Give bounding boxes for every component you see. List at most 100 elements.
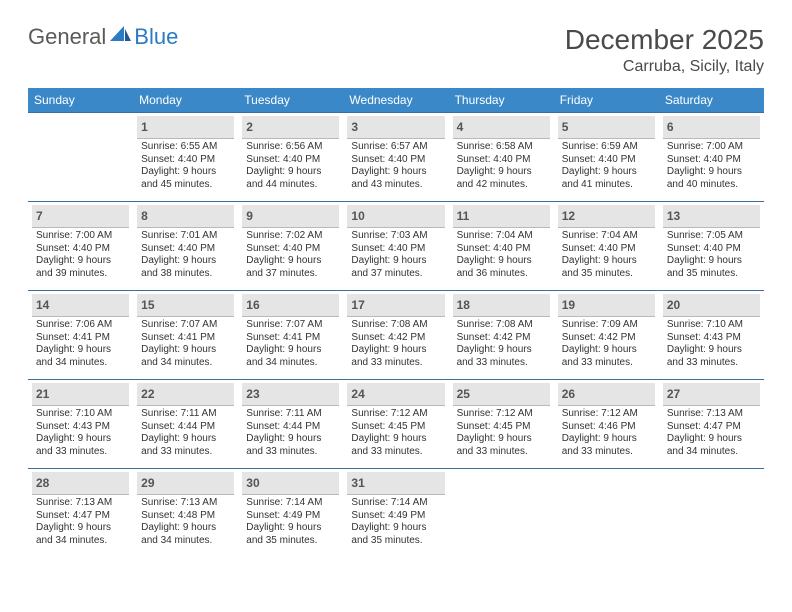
daylight-line: Daylight: 9 hours and 34 minutes. bbox=[667, 433, 756, 458]
daylight-line: Daylight: 9 hours and 34 minutes. bbox=[36, 344, 125, 369]
empty-cell bbox=[554, 468, 659, 554]
day-number-row: 29 bbox=[137, 472, 234, 495]
day-cell: 22Sunrise: 7:11 AMSunset: 4:44 PMDayligh… bbox=[133, 379, 238, 468]
day-number-row: 7 bbox=[32, 205, 129, 228]
day-number: 14 bbox=[36, 298, 49, 312]
sunset-line: Sunset: 4:40 PM bbox=[351, 243, 440, 256]
sunset-line: Sunset: 4:40 PM bbox=[141, 154, 230, 167]
day-number: 15 bbox=[141, 298, 154, 312]
day-number-row: 2 bbox=[242, 116, 339, 139]
daylight-line: Daylight: 9 hours and 33 minutes. bbox=[351, 433, 440, 458]
day-info: Sunrise: 7:10 AMSunset: 4:43 PMDaylight:… bbox=[32, 406, 129, 462]
calendar-cell: 7Sunrise: 7:00 AMSunset: 4:40 PMDaylight… bbox=[28, 201, 133, 290]
calendar-cell: 27Sunrise: 7:13 AMSunset: 4:47 PMDayligh… bbox=[659, 379, 764, 468]
sunset-line: Sunset: 4:44 PM bbox=[246, 421, 335, 434]
day-cell: 11Sunrise: 7:04 AMSunset: 4:40 PMDayligh… bbox=[449, 201, 554, 290]
calendar-cell: 30Sunrise: 7:14 AMSunset: 4:49 PMDayligh… bbox=[238, 468, 343, 557]
day-number-row: 15 bbox=[137, 294, 234, 317]
sunrise-line: Sunrise: 7:01 AM bbox=[141, 230, 230, 243]
day-number: 3 bbox=[351, 120, 358, 134]
day-info: Sunrise: 6:57 AMSunset: 4:40 PMDaylight:… bbox=[347, 139, 444, 195]
day-cell: 2Sunrise: 6:56 AMSunset: 4:40 PMDaylight… bbox=[238, 112, 343, 201]
logo-text-blue: Blue bbox=[134, 24, 178, 50]
daylight-line: Daylight: 9 hours and 33 minutes. bbox=[562, 344, 651, 369]
weekday-header: Monday bbox=[133, 88, 238, 112]
daylight-line: Daylight: 9 hours and 35 minutes. bbox=[562, 255, 651, 280]
calendar-cell: 19Sunrise: 7:09 AMSunset: 4:42 PMDayligh… bbox=[554, 290, 659, 379]
day-cell: 29Sunrise: 7:13 AMSunset: 4:48 PMDayligh… bbox=[133, 468, 238, 557]
day-cell: 6Sunrise: 7:00 AMSunset: 4:40 PMDaylight… bbox=[659, 112, 764, 201]
sunrise-line: Sunrise: 7:11 AM bbox=[246, 408, 335, 421]
daylight-line: Daylight: 9 hours and 33 minutes. bbox=[457, 433, 546, 458]
calendar-table: Sunday Monday Tuesday Wednesday Thursday… bbox=[28, 88, 764, 557]
day-number-row: 5 bbox=[558, 116, 655, 139]
day-number-row: 25 bbox=[453, 383, 550, 406]
sunset-line: Sunset: 4:47 PM bbox=[667, 421, 756, 434]
sunrise-line: Sunrise: 7:13 AM bbox=[36, 497, 125, 510]
location: Carruba, Sicily, Italy bbox=[565, 58, 764, 76]
day-number: 17 bbox=[351, 298, 364, 312]
calendar-cell: 13Sunrise: 7:05 AMSunset: 4:40 PMDayligh… bbox=[659, 201, 764, 290]
sunrise-line: Sunrise: 6:59 AM bbox=[562, 141, 651, 154]
sunrise-line: Sunrise: 7:13 AM bbox=[141, 497, 230, 510]
sunset-line: Sunset: 4:41 PM bbox=[141, 332, 230, 345]
weekday-header: Tuesday bbox=[238, 88, 343, 112]
day-cell: 5Sunrise: 6:59 AMSunset: 4:40 PMDaylight… bbox=[554, 112, 659, 201]
day-info: Sunrise: 6:55 AMSunset: 4:40 PMDaylight:… bbox=[137, 139, 234, 195]
sunset-line: Sunset: 4:40 PM bbox=[246, 243, 335, 256]
sunrise-line: Sunrise: 7:12 AM bbox=[457, 408, 546, 421]
calendar-cell: 17 Sunrise: 7:08 AMSunset: 4:42 PMDayligh… bbox=[343, 290, 448, 379]
daylight-line: Daylight: 9 hours and 45 minutes. bbox=[141, 166, 230, 191]
sunrise-line: Sunrise: 7:07 AM bbox=[246, 319, 335, 332]
logo-text-general: General bbox=[28, 24, 106, 50]
calendar-cell bbox=[449, 468, 554, 557]
sunrise-line: Sunrise: 7:14 AM bbox=[246, 497, 335, 510]
day-number-row: 13 bbox=[663, 205, 760, 228]
empty-cell bbox=[659, 468, 764, 554]
sunset-line: Sunset: 4:40 PM bbox=[246, 154, 335, 167]
daylight-line: Daylight: 9 hours and 35 minutes. bbox=[351, 522, 440, 547]
day-info: Sunrise: 7:08 AMSunset: 4:42 PMDaylight:… bbox=[347, 317, 444, 373]
day-cell: 27Sunrise: 7:13 AMSunset: 4:47 PMDayligh… bbox=[659, 379, 764, 468]
calendar-cell: 16Sunrise: 7:07 AMSunset: 4:41 PMDayligh… bbox=[238, 290, 343, 379]
day-number: 22 bbox=[141, 387, 154, 401]
calendar-cell: 11Sunrise: 7:04 AMSunset: 4:40 PMDayligh… bbox=[449, 201, 554, 290]
day-cell: 4Sunrise: 6:58 AMSunset: 4:40 PMDaylight… bbox=[449, 112, 554, 201]
day-number-row: 28 bbox=[32, 472, 129, 495]
sunset-line: Sunset: 4:43 PM bbox=[667, 332, 756, 345]
sunrise-line: Sunrise: 7:05 AM bbox=[667, 230, 756, 243]
day-number: 23 bbox=[246, 387, 259, 401]
day-cell: 15Sunrise: 7:07 AMSunset: 4:41 PMDayligh… bbox=[133, 290, 238, 379]
calendar-row: 7Sunrise: 7:00 AMSunset: 4:40 PMDaylight… bbox=[28, 201, 764, 290]
calendar-cell: 4Sunrise: 6:58 AMSunset: 4:40 PMDaylight… bbox=[449, 112, 554, 201]
day-info: Sunrise: 7:09 AMSunset: 4:42 PMDaylight:… bbox=[558, 317, 655, 373]
calendar-cell: 20Sunrise: 7:10 AMSunset: 4:43 PMDayligh… bbox=[659, 290, 764, 379]
sunset-line: Sunset: 4:43 PM bbox=[36, 421, 125, 434]
day-number-row: 19 bbox=[558, 294, 655, 317]
day-number-row: 23 bbox=[242, 383, 339, 406]
day-number: 4 bbox=[457, 120, 464, 134]
day-info: Sunrise: 7:03 AMSunset: 4:40 PMDaylight:… bbox=[347, 228, 444, 284]
day-cell: 19Sunrise: 7:09 AMSunset: 4:42 PMDayligh… bbox=[554, 290, 659, 379]
day-info: Sunrise: 7:08 AMSunset: 4:42 PMDaylight:… bbox=[453, 317, 550, 373]
day-number: 30 bbox=[246, 476, 259, 490]
sunset-line: Sunset: 4:40 PM bbox=[667, 243, 756, 256]
day-number: 21 bbox=[36, 387, 49, 401]
day-cell: 10Sunrise: 7:03 AMSunset: 4:40 PMDayligh… bbox=[343, 201, 448, 290]
day-cell: 7Sunrise: 7:00 AMSunset: 4:40 PMDaylight… bbox=[28, 201, 133, 290]
day-cell: 16Sunrise: 7:07 AMSunset: 4:41 PMDayligh… bbox=[238, 290, 343, 379]
day-number: 12 bbox=[562, 209, 575, 223]
sunrise-line: Sunrise: 7:10 AM bbox=[667, 319, 756, 332]
calendar-row: 28Sunrise: 7:13 AMSunset: 4:47 PMDayligh… bbox=[28, 468, 764, 557]
day-info: Sunrise: 7:12 AMSunset: 4:45 PMDaylight:… bbox=[347, 406, 444, 462]
calendar-cell bbox=[659, 468, 764, 557]
calendar-cell: 2Sunrise: 6:56 AMSunset: 4:40 PMDaylight… bbox=[238, 112, 343, 201]
sunset-line: Sunset: 4:42 PM bbox=[562, 332, 651, 345]
daylight-line: Daylight: 9 hours and 33 minutes. bbox=[141, 433, 230, 458]
calendar-cell: 9Sunrise: 7:02 AMSunset: 4:40 PMDaylight… bbox=[238, 201, 343, 290]
day-info: Sunrise: 7:04 AMSunset: 4:40 PMDaylight:… bbox=[558, 228, 655, 284]
sunrise-line: Sunrise: 7:08 AM bbox=[351, 319, 440, 332]
sunset-line: Sunset: 4:40 PM bbox=[562, 243, 651, 256]
sunrise-line: Sunrise: 7:00 AM bbox=[36, 230, 125, 243]
daylight-line: Daylight: 9 hours and 43 minutes. bbox=[351, 166, 440, 191]
